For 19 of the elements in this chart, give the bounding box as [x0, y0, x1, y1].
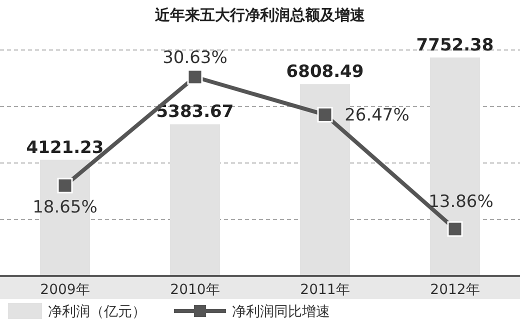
x-tick-label: 2011年 [300, 282, 350, 298]
point [57, 178, 73, 194]
chart-title: 近年来五大行净利润总额及增速 [154, 6, 366, 24]
data-label: 30.63% [162, 48, 228, 68]
data-label: 5383.67 [156, 102, 234, 122]
legend-label: 净利润同比增速 [232, 304, 330, 320]
data-label: 18.65% [32, 198, 98, 218]
x-tick-label: 2010年 [170, 282, 220, 298]
data-label: 6808.49 [286, 62, 364, 82]
legend-label: 净利润（亿元） [48, 304, 146, 320]
data-label: 26.47% [344, 106, 410, 126]
data-label: 7752.38 [416, 35, 494, 56]
point [317, 106, 333, 122]
x-tick-label: 2012年 [430, 282, 480, 298]
data-label: 4121.23 [26, 138, 104, 158]
point [447, 221, 463, 237]
data-label: 13.86% [428, 192, 494, 212]
point [187, 69, 203, 85]
x-tick-label: 2009年 [40, 282, 90, 298]
